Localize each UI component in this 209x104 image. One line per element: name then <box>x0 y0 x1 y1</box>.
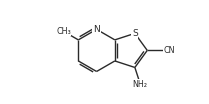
Text: N: N <box>93 25 100 34</box>
Text: CN: CN <box>164 46 175 55</box>
Text: NH₂: NH₂ <box>132 80 147 89</box>
Text: CH₃: CH₃ <box>56 27 71 36</box>
Text: S: S <box>132 29 138 38</box>
